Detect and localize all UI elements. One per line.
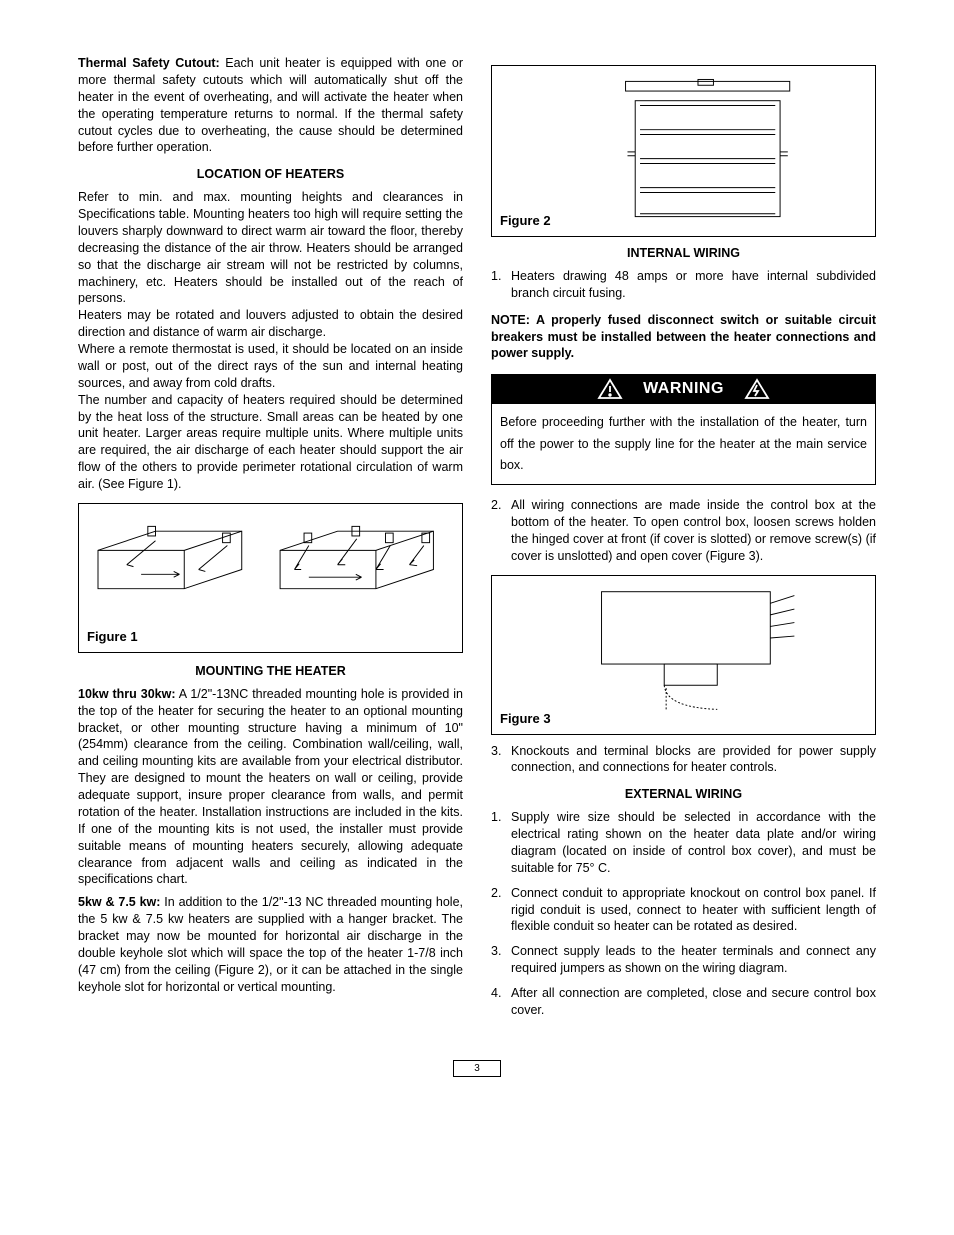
figure-2-label: Figure 2 bbox=[500, 212, 551, 230]
internal-item-3: Knockouts and terminal blocks are provid… bbox=[491, 743, 876, 777]
external-item-4: After all connection are completed, clos… bbox=[491, 985, 876, 1019]
internal-item-1: Heaters drawing 48 amps or more have int… bbox=[491, 268, 876, 302]
location-p4: The number and capacity of heaters requi… bbox=[78, 392, 463, 493]
mounting-5-7-body: In addition to the 1/2"-13 NC threaded m… bbox=[78, 895, 463, 993]
location-p2: Heaters may be rotated and louvers adjus… bbox=[78, 307, 463, 341]
warning-triangle-right-icon bbox=[744, 378, 770, 400]
external-item-1: Supply wire size should be selected in a… bbox=[491, 809, 876, 877]
external-item-2: Connect conduit to appropriate knockout … bbox=[491, 885, 876, 936]
internal-wiring-list-1: Heaters drawing 48 amps or more have int… bbox=[491, 268, 876, 302]
warning-label: WARNING bbox=[643, 378, 724, 400]
internal-item-2: All wiring connections are made inside t… bbox=[491, 497, 876, 565]
internal-wiring-list-3: Knockouts and terminal blocks are provid… bbox=[491, 743, 876, 777]
figure-3-box: Figure 3 bbox=[491, 575, 876, 735]
internal-wiring-list-2: All wiring connections are made inside t… bbox=[491, 497, 876, 565]
external-wiring-heading: EXTERNAL WIRING bbox=[491, 786, 876, 803]
figure-1-diagram bbox=[87, 512, 454, 627]
warning-text: Before proceeding further with the insta… bbox=[491, 404, 876, 485]
mounting-10-30: 10kw thru 30kw: A 1/2"-13NC threaded mou… bbox=[78, 686, 463, 889]
external-item-3: Connect supply leads to the heater termi… bbox=[491, 943, 876, 977]
right-column: Figure 2 INTERNAL WIRING Heaters drawing… bbox=[491, 55, 876, 1029]
figure-2-box: Figure 2 bbox=[491, 65, 876, 237]
figure-1-box: Figure 1 bbox=[78, 503, 463, 653]
figure-1-label: Figure 1 bbox=[87, 628, 138, 646]
location-p1: Refer to min. and max. mounting heights … bbox=[78, 189, 463, 307]
location-p3: Where a remote thermostat is used, it sh… bbox=[78, 341, 463, 392]
wiring-note: NOTE: A properly fused disconnect switch… bbox=[491, 312, 876, 363]
mounting-5-7: 5kw & 7.5 kw: In addition to the 1/2"-13… bbox=[78, 894, 463, 995]
figure-2-diagram bbox=[500, 74, 867, 224]
thermal-body: Each unit heater is equipped with one or… bbox=[78, 56, 463, 154]
warning-banner: WARNING bbox=[491, 374, 876, 404]
left-column: Thermal Safety Cutout: Each unit heater … bbox=[78, 55, 463, 1029]
figure-3-label: Figure 3 bbox=[500, 710, 551, 728]
mounting-5-7-head: 5kw & 7.5 kw: bbox=[78, 895, 160, 909]
location-heading: LOCATION OF HEATERS bbox=[78, 166, 463, 183]
thermal-safety-paragraph: Thermal Safety Cutout: Each unit heater … bbox=[78, 55, 463, 156]
warning-triangle-left-icon bbox=[597, 378, 623, 400]
mounting-heading: MOUNTING THE HEATER bbox=[78, 663, 463, 680]
internal-wiring-heading: INTERNAL WIRING bbox=[491, 245, 876, 262]
external-wiring-list: Supply wire size should be selected in a… bbox=[491, 809, 876, 1019]
thermal-heading: Thermal Safety Cutout: bbox=[78, 56, 220, 70]
page-number-container: 3 bbox=[78, 1059, 876, 1078]
mounting-10-30-head: 10kw thru 30kw: bbox=[78, 687, 176, 701]
page-number: 3 bbox=[453, 1060, 501, 1078]
figure-3-diagram bbox=[500, 584, 867, 719]
mounting-10-30-body: A 1/2"-13NC threaded mounting hole is pr… bbox=[78, 687, 463, 887]
